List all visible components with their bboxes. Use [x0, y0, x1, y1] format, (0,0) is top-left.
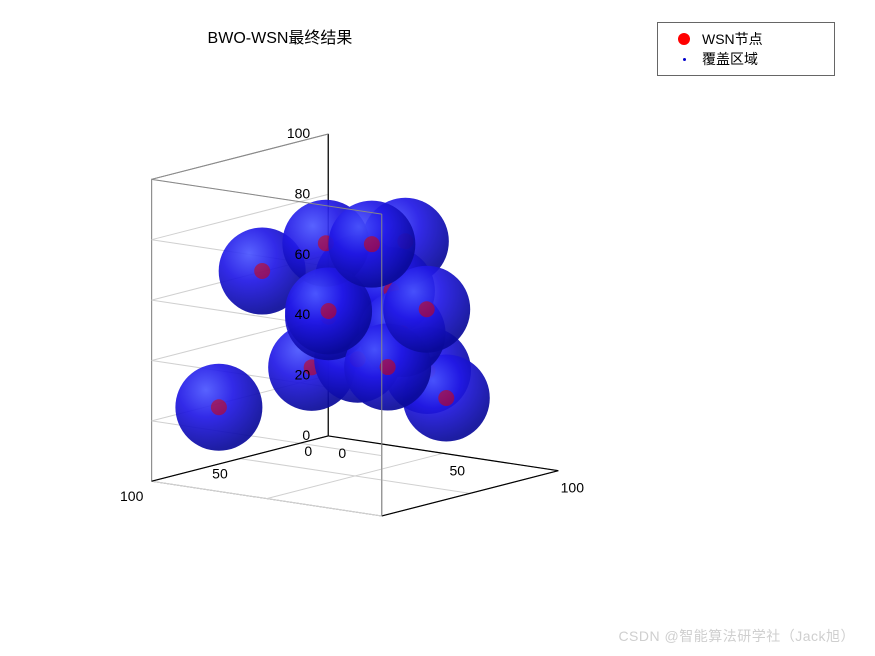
- legend-item-coverage: 覆盖区域: [666, 49, 826, 69]
- wsn-node-marker: [419, 301, 435, 317]
- y-tick-label: 100: [120, 488, 144, 504]
- legend-coverage-marker: [666, 58, 702, 61]
- y-tick-label: 0: [304, 443, 312, 459]
- wsn-node-marker: [254, 263, 270, 279]
- legend-coverage-label: 覆盖区域: [702, 49, 826, 69]
- z-tick-label: 60: [295, 246, 311, 262]
- z-tick-label: 0: [302, 427, 310, 443]
- legend-node-label: WSN节点: [702, 29, 826, 49]
- x-tick-label: 0: [338, 445, 346, 461]
- chart-title: BWO-WSN最终结果: [0, 24, 560, 48]
- legend: WSN节点 覆盖区域: [657, 22, 835, 76]
- z-tick-label: 20: [295, 367, 311, 383]
- wsn-node-marker: [364, 236, 380, 252]
- wsn-node-marker: [438, 390, 454, 406]
- legend-node-marker: [666, 33, 702, 45]
- plot-3d: 0 20 40 60 80 100 0 50 100 0 50 100: [70, 50, 630, 570]
- y-tick-label: 50: [212, 466, 228, 482]
- x-tick-label: 100: [561, 480, 585, 496]
- wsn-node-marker: [321, 303, 337, 319]
- legend-item-node: WSN节点: [666, 29, 826, 49]
- z-tick-label: 100: [287, 125, 311, 141]
- z-tick-label: 80: [295, 185, 311, 201]
- x-tick-label: 50: [449, 462, 465, 478]
- watermark: CSDN @智能算法研学社（Jack旭）: [618, 626, 855, 646]
- wsn-node-marker: [211, 399, 227, 415]
- z-tick-label: 40: [295, 306, 311, 322]
